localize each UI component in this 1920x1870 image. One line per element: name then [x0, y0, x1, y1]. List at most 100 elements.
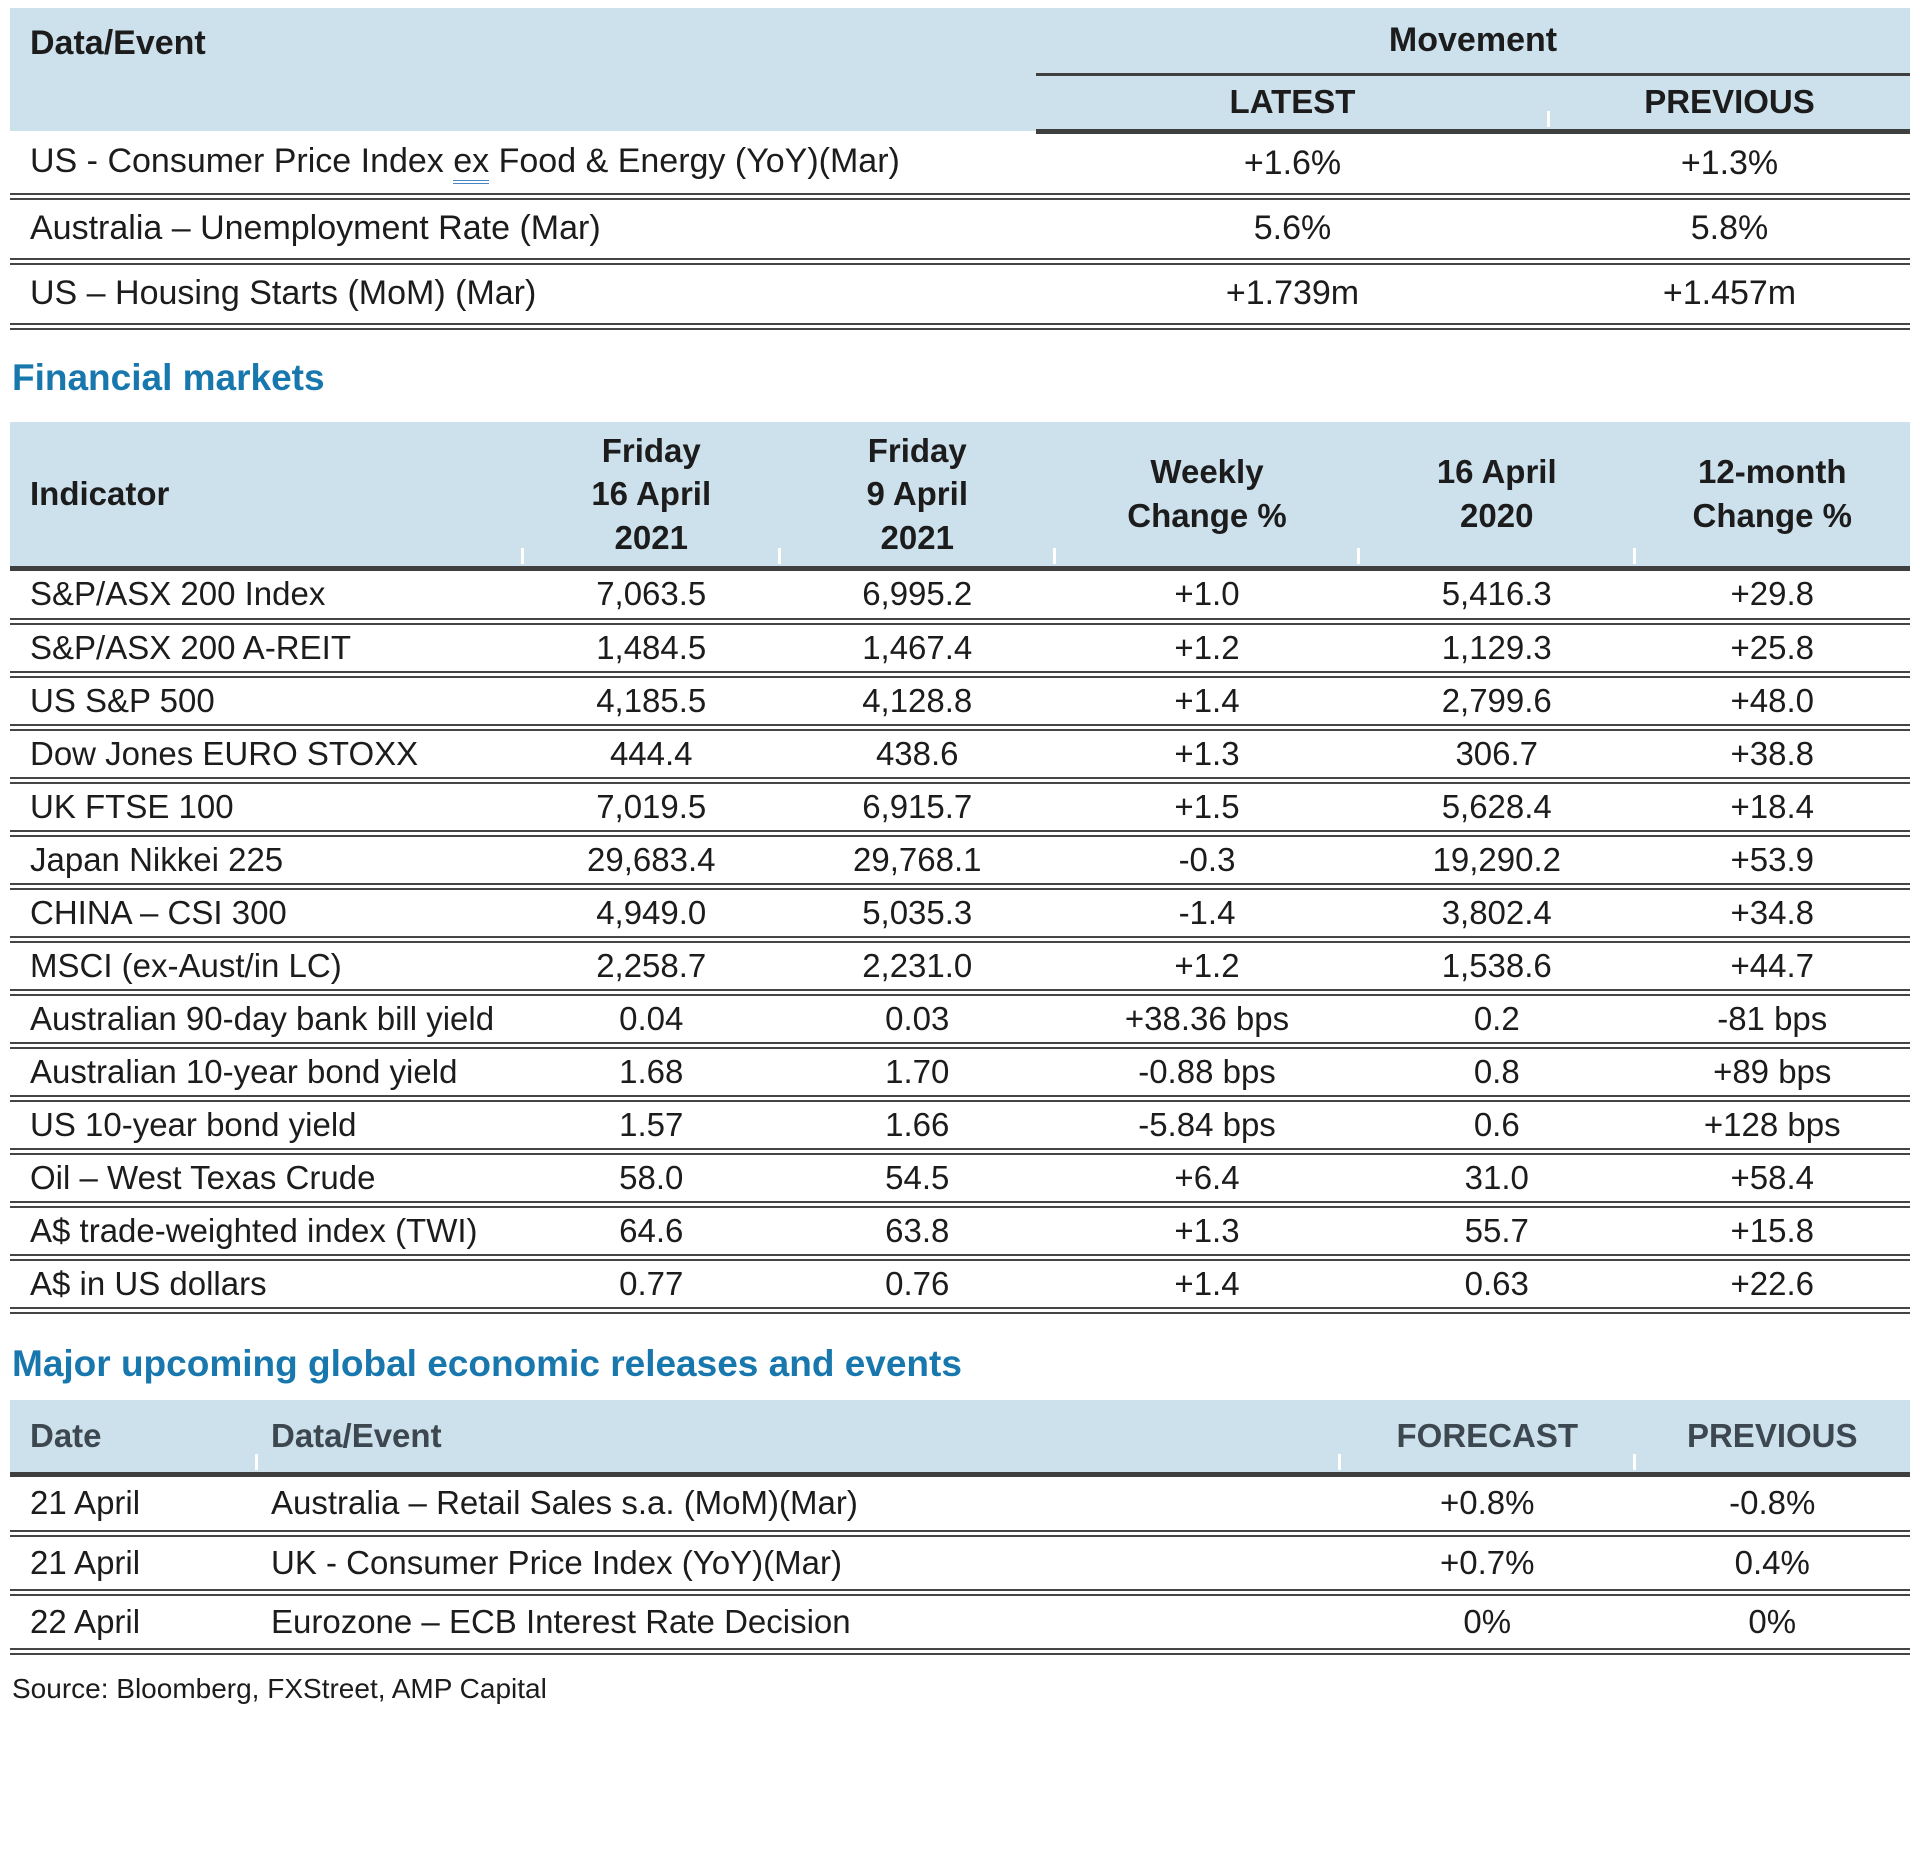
table-row: Japan Nikkei 225 29,683.4 29,768.1 -0.3 … [10, 833, 1910, 890]
weekly-change-value-cell: +1.4 [1055, 1257, 1359, 1314]
weekly-change-value-cell: +1.3 [1055, 727, 1359, 784]
friday-9-april-value-cell: 54.5 [779, 1151, 1055, 1208]
indicator-cell: Australian 90-day bank bill yield [10, 992, 523, 1049]
previous-value-cell: 0% [1634, 1592, 1910, 1655]
weekly-change-value-cell: +38.36 bps [1055, 992, 1359, 1049]
table-row: US S&P 500 4,185.5 4,128.8 +1.4 2,799.6 … [10, 674, 1910, 731]
table-row: US - Consumer Price Index ex Food & Ener… [10, 131, 1910, 200]
event-cell: US - Consumer Price Index ex Food & Ener… [10, 131, 1036, 200]
indicator-cell: US 10-year bond yield [10, 1098, 523, 1155]
table-row: Oil – West Texas Crude 58.0 54.5 +6.4 31… [10, 1151, 1910, 1208]
table-row: US – Housing Starts (MoM) (Mar) +1.739m … [10, 261, 1910, 330]
latest-column-header: LATEST [1036, 74, 1549, 134]
event-text: US – Housing Starts (MoM) (Mar) [30, 274, 537, 312]
16-april-2020-value-cell: 306.7 [1359, 727, 1635, 784]
friday-9-april-value-cell: 29,768.1 [779, 833, 1055, 890]
previous-value-cell: 0.4% [1634, 1533, 1910, 1596]
12-month-change-value-cell: +29.8 [1634, 568, 1910, 625]
indicator-cell: S&P/ASX 200 A-REIT [10, 621, 523, 678]
forecast-value-cell: 0% [1340, 1592, 1635, 1655]
friday-16-april-value-cell: 2,258.7 [523, 939, 780, 996]
16-april-2020-value-cell: 0.8 [1359, 1045, 1635, 1102]
financial-markets-table: Indicator Friday 16 April 2021 Friday 9 … [10, 422, 1910, 1314]
12-month-change-value-cell: +53.9 [1634, 833, 1910, 890]
forecast-value-cell: +0.7% [1340, 1533, 1635, 1596]
table-row: A$ in US dollars 0.77 0.76 +1.4 0.63 +22… [10, 1257, 1910, 1314]
12-month-change-value-cell: +44.7 [1634, 939, 1910, 996]
forecast-column-header: FORECAST [1338, 1400, 1635, 1477]
date-column-header: Date [10, 1400, 257, 1477]
table-row: A$ trade-weighted index (TWI) 64.6 63.8 … [10, 1204, 1910, 1261]
weekly-change-value-cell: -0.88 bps [1055, 1045, 1359, 1102]
indicator-cell: MSCI (ex-Aust/in LC) [10, 939, 523, 996]
12-month-change-value-cell: +48.0 [1634, 674, 1910, 731]
12-month-change-value-cell: -81 bps [1634, 992, 1910, 1049]
friday-9-april-value-cell: 1.66 [779, 1098, 1055, 1155]
friday-16-april-value-cell: 4,185.5 [523, 674, 780, 731]
table-row: Australian 10-year bond yield 1.68 1.70 … [10, 1045, 1910, 1102]
weekly-change-value-cell: +6.4 [1055, 1151, 1359, 1208]
weekly-change-value-cell: +1.5 [1055, 780, 1359, 837]
friday-16-april-value-cell: 1,484.5 [523, 621, 780, 678]
weekly-change-value-cell: +1.2 [1055, 939, 1359, 996]
previous-value-cell: -0.8% [1634, 1474, 1910, 1537]
friday-16-april-value-cell: 4,949.0 [523, 886, 780, 943]
event-cell: US – Housing Starts (MoM) (Mar) [10, 261, 1036, 330]
16-april-2020-value-cell: 5,628.4 [1359, 780, 1635, 837]
event-cell: Australia – Retail Sales s.a. (MoM)(Mar) [257, 1474, 1340, 1537]
friday-16-april-value-cell: 0.77 [523, 1257, 780, 1314]
source-note: Source: Bloomberg, FXStreet, AMP Capital [12, 1672, 547, 1704]
16-april-2020-value-cell: 19,290.2 [1359, 833, 1635, 890]
movement-group-header: Movement [1036, 8, 1910, 76]
date-cell: 22 April [10, 1592, 257, 1655]
table-row: Australian 90-day bank bill yield 0.04 0… [10, 992, 1910, 1049]
12-month-change-value-cell: +38.8 [1634, 727, 1910, 784]
12-month-change-value-cell: +22.6 [1634, 1257, 1910, 1314]
event-cell: Australia – Unemployment Rate (Mar) [10, 196, 1036, 265]
weekly-change-value-cell: -5.84 bps [1055, 1098, 1359, 1155]
event-text: US - Consumer Price Index [30, 142, 454, 181]
previous-column-header: PREVIOUS [1547, 74, 1910, 134]
financial-markets-table-header: Indicator Friday 16 April 2021 Friday 9 … [10, 422, 1910, 571]
event-ex-underlined-text: ex [453, 142, 490, 185]
friday-16-april-column-header: Friday 16 April 2021 [521, 422, 780, 571]
previous-value-cell: 5.8% [1549, 196, 1910, 265]
table-row: UK FTSE 100 7,019.5 6,915.7 +1.5 5,628.4… [10, 780, 1910, 837]
friday-9-april-value-cell: 6,995.2 [779, 568, 1055, 625]
12-month-change-value-cell: +128 bps [1634, 1098, 1910, 1155]
indicator-column-header: Indicator [10, 422, 523, 571]
16-april-2020-value-cell: 3,802.4 [1359, 886, 1635, 943]
data-event-column-header: Data/Event [10, 8, 1036, 131]
date-cell: 21 April [10, 1533, 257, 1596]
table-row: S&P/ASX 200 A-REIT 1,484.5 1,467.4 +1.2 … [10, 621, 1910, 678]
friday-16-april-value-cell: 58.0 [523, 1151, 780, 1208]
data-event-column-header: Data/Event [255, 1400, 1340, 1477]
16-april-2020-value-cell: 1,538.6 [1359, 939, 1635, 996]
friday-16-april-value-cell: 0.04 [523, 992, 780, 1049]
table-row: Dow Jones EURO STOXX 444.4 438.6 +1.3 30… [10, 727, 1910, 784]
friday-16-april-value-cell: 7,019.5 [523, 780, 780, 837]
indicator-cell: A$ in US dollars [10, 1257, 523, 1314]
weekly-change-value-cell: +1.3 [1055, 1204, 1359, 1261]
previous-value-cell: +1.457m [1549, 261, 1910, 330]
event-cell: Eurozone – ECB Interest Rate Decision [257, 1592, 1340, 1655]
event-text: Australia – Unemployment Rate (Mar) [30, 209, 601, 247]
friday-9-april-value-cell: 1,467.4 [779, 621, 1055, 678]
table-row: US 10-year bond yield 1.57 1.66 -5.84 bp… [10, 1098, 1910, 1155]
friday-9-april-value-cell: 5,035.3 [779, 886, 1055, 943]
indicator-cell: Japan Nikkei 225 [10, 833, 523, 890]
previous-column-header: PREVIOUS [1632, 1400, 1910, 1477]
indicator-cell: CHINA – CSI 300 [10, 886, 523, 943]
date-cell: 21 April [10, 1474, 257, 1537]
16-april-2020-column-header: 16 April 2020 [1357, 422, 1635, 571]
friday-9-april-value-cell: 0.76 [779, 1257, 1055, 1314]
16-april-2020-value-cell: 1,129.3 [1359, 621, 1635, 678]
16-april-2020-value-cell: 0.6 [1359, 1098, 1635, 1155]
data-event-table: Data/Event Movement LATEST PREVIOUS US -… [10, 8, 1910, 330]
indicator-cell: UK FTSE 100 [10, 780, 523, 837]
indicator-cell: US S&P 500 [10, 674, 523, 731]
data-event-table-header: Data/Event Movement LATEST PREVIOUS [10, 8, 1910, 134]
friday-9-april-column-header: Friday 9 April 2021 [777, 422, 1055, 571]
data-event-table-body: US - Consumer Price Index ex Food & Ener… [10, 131, 1910, 330]
friday-9-april-value-cell: 4,128.8 [779, 674, 1055, 731]
